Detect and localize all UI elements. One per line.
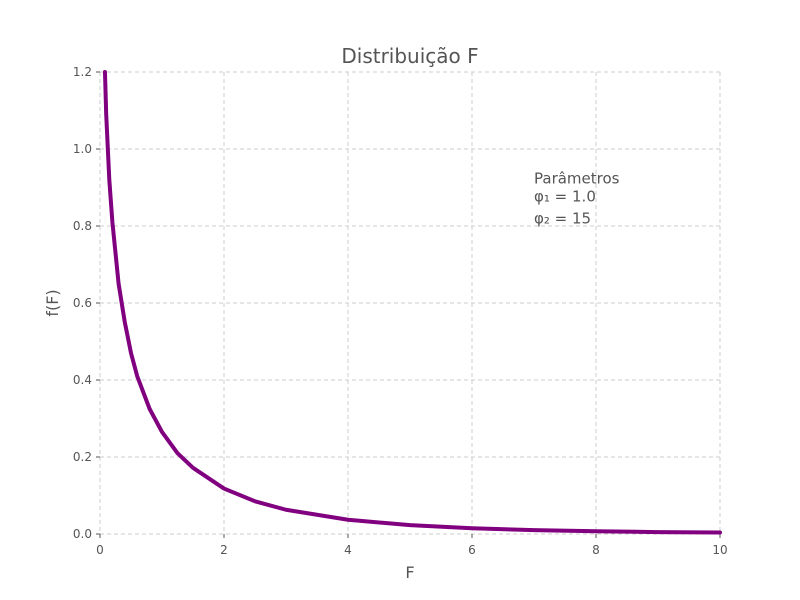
y-tick-label: 1.2	[73, 65, 92, 79]
y-axis-label: f(F)	[43, 289, 62, 316]
f-density-line	[102, 70, 722, 535]
series-group	[102, 70, 722, 535]
x-tick-label: 8	[592, 543, 600, 557]
y-tick-label: 0.0	[73, 527, 92, 541]
parameter-phi2: φ₂ = 15	[534, 210, 591, 228]
x-axis-label: F	[405, 563, 414, 582]
x-tick-label: 10	[712, 543, 727, 557]
x-tick-label: 6	[468, 543, 476, 557]
y-tick-label: 0.8	[73, 219, 92, 233]
x-tick-label: 4	[344, 543, 352, 557]
parameters-annotation: Parâmetros φ₁ = 1.0 φ₂ = 15	[534, 170, 620, 228]
parameters-heading: Parâmetros	[534, 170, 620, 188]
grid	[99, 71, 721, 535]
x-axis: 0 2 4 6 8 10	[96, 534, 728, 557]
parameter-phi1: φ₁ = 1.0	[534, 188, 596, 206]
y-tick-label: 0.2	[73, 450, 92, 464]
y-tick-label: 0.6	[73, 296, 92, 310]
x-tick-label: 0	[96, 543, 104, 557]
x-tick-label: 2	[220, 543, 228, 557]
y-axis: 0.0 0.2 0.4 0.6 0.8 1.0 1.2	[73, 65, 100, 541]
y-tick-label: 1.0	[73, 142, 92, 156]
chart-title: Distribuição F	[341, 44, 478, 68]
y-tick-label: 0.4	[73, 373, 92, 387]
